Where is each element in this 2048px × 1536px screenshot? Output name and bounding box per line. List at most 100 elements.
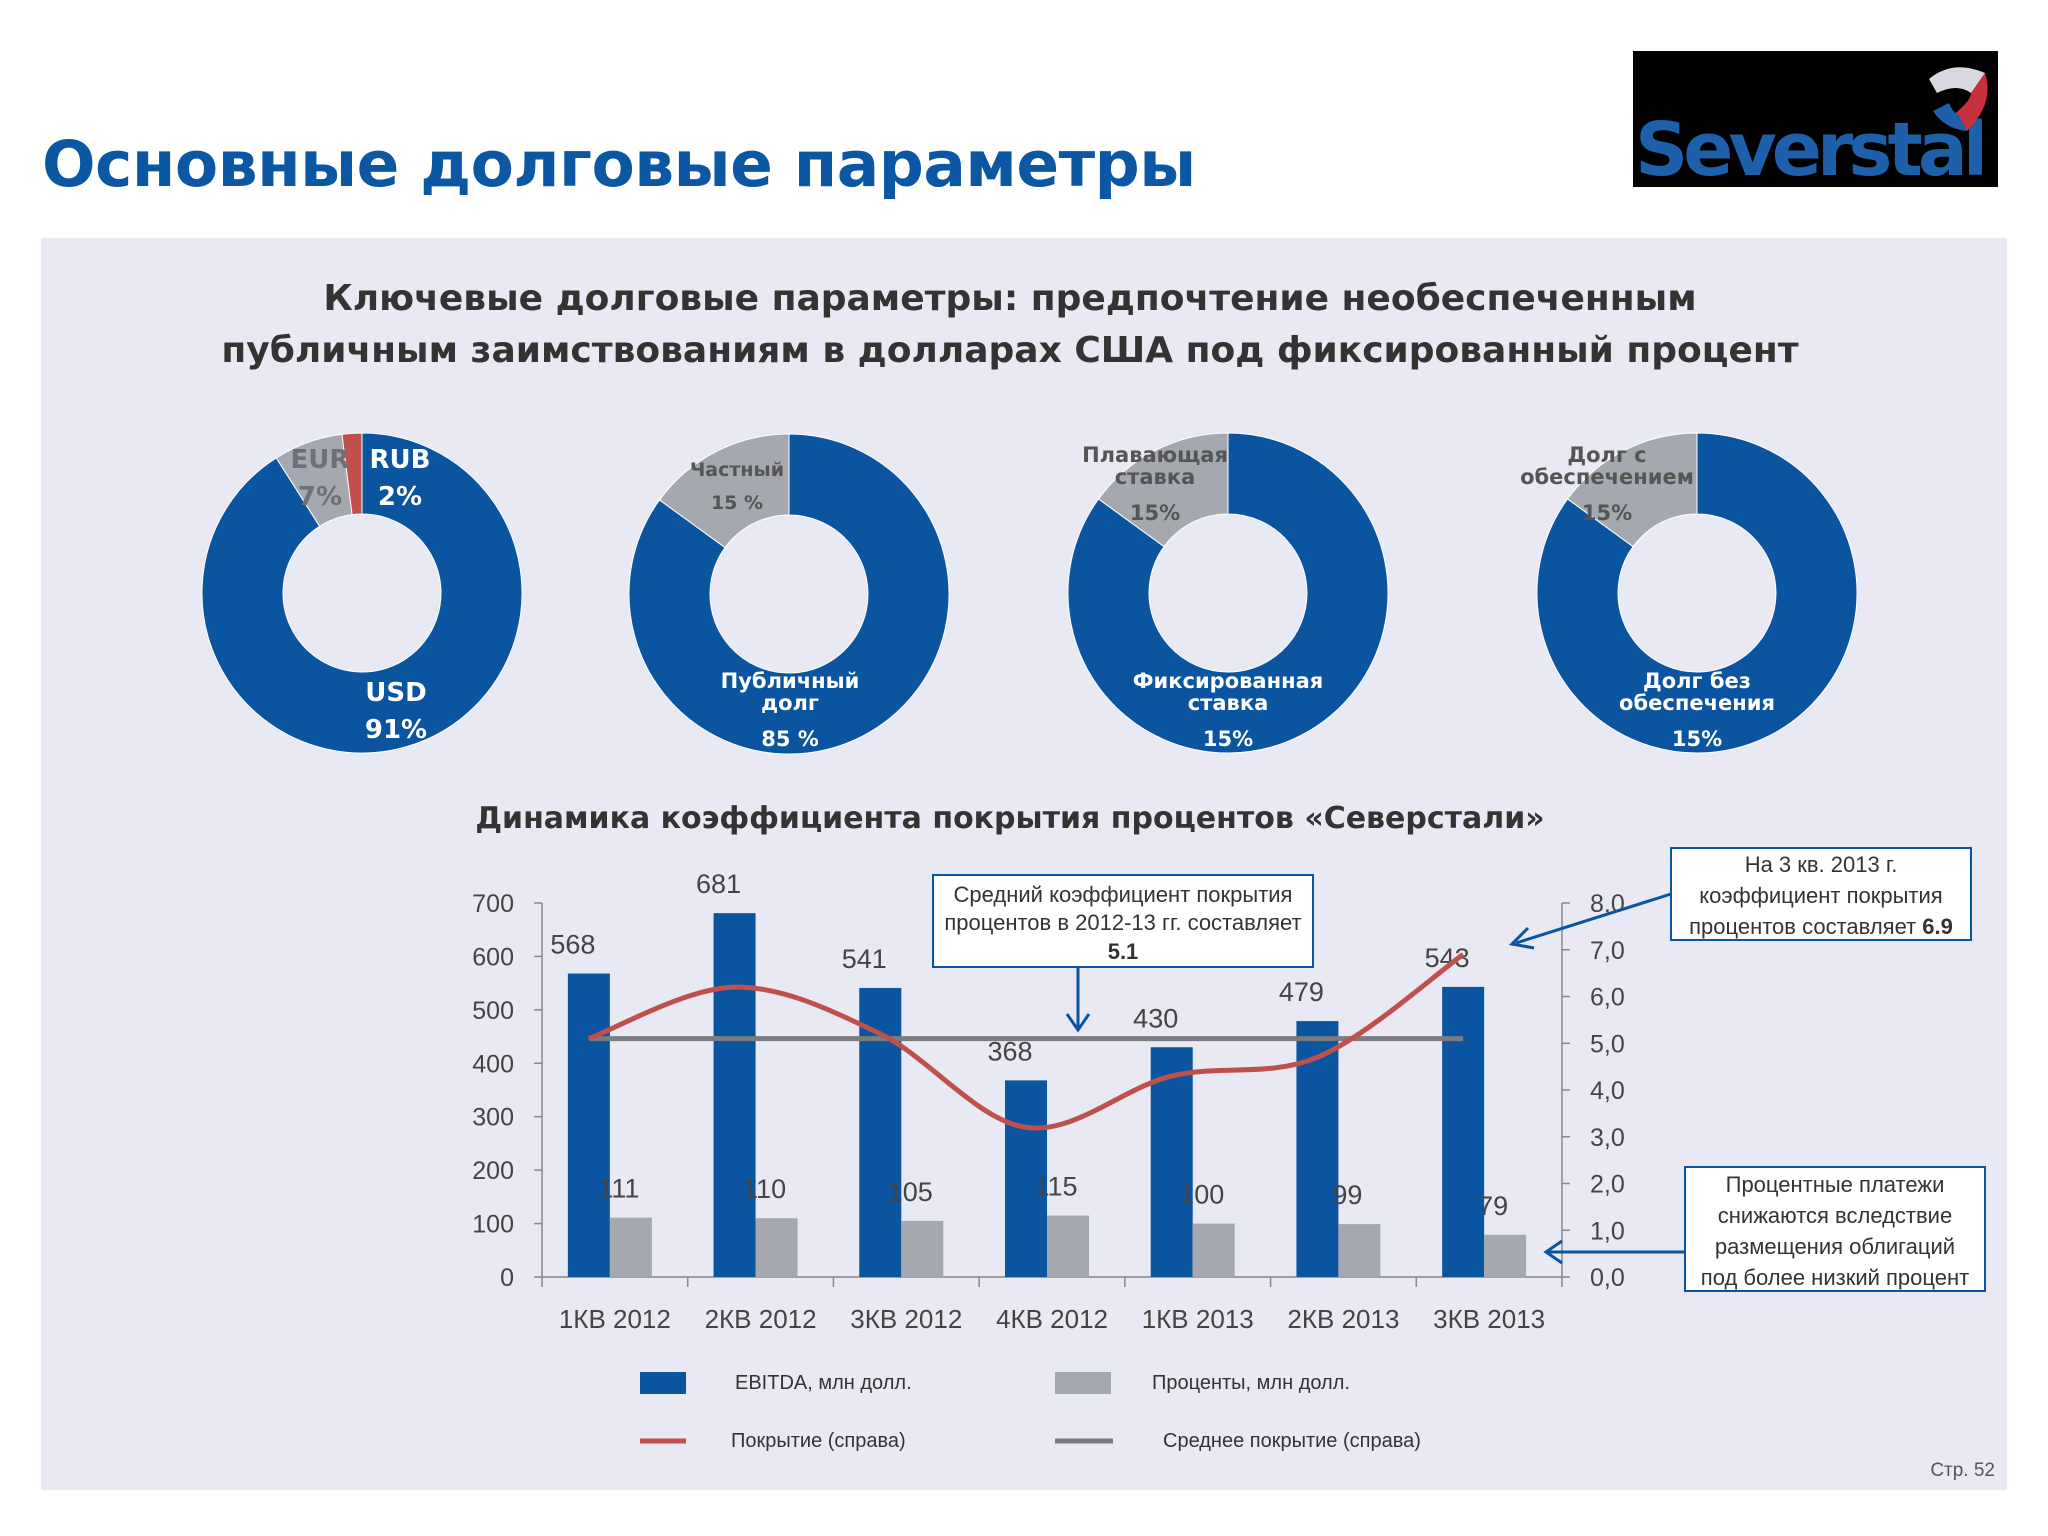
- right-axis-tick-1: 1,0: [1590, 1217, 1625, 1245]
- legend-label-average: Среднее покрытие (справа): [1163, 1430, 1421, 1452]
- donut-1-slice-3: [341, 432, 363, 516]
- interest-label-5: 100: [1179, 1180, 1224, 1210]
- interest-label-2: 110: [743, 1174, 786, 1204]
- legend-label-ebitda: EBITDA, млн долл.: [735, 1372, 912, 1394]
- donut-chart-4: [1536, 432, 1858, 754]
- left-axis-tick-600: 600: [472, 943, 514, 971]
- donut-2-slice-1: [628, 433, 950, 755]
- interest-label-7: 79: [1478, 1191, 1508, 1221]
- donut-3-label-floating-2: ставка: [1115, 465, 1196, 489]
- legend-label-coverage: Покрытие (справа): [731, 1430, 906, 1452]
- right-axis-tick-6: 6,0: [1590, 984, 1625, 1012]
- donut-3-value-floating: 15%: [1130, 501, 1180, 525]
- legend-swatch-interest: [1055, 1372, 1111, 1394]
- right-axis-tick-7: 7,0: [1590, 937, 1625, 965]
- x-axis-label-6: 2КВ 2013: [1287, 1304, 1399, 1334]
- annotation-interest-line-1: Процентные платежи: [1726, 1172, 1945, 1197]
- donut-4-label-secured-1: Долг с: [1567, 443, 1646, 467]
- donut-4-value-unsecured: 15%: [1672, 727, 1722, 751]
- company-logo: Severstal: [1633, 51, 1998, 187]
- chart-legend: EBITDA, млн долл. Проценты, млн долл. По…: [640, 1372, 1421, 1452]
- ebitda-label-5: 430: [1133, 1003, 1178, 1033]
- ebitda-bar-1: [567, 973, 610, 1277]
- x-axis-label-5: 1КВ 2013: [1142, 1304, 1254, 1334]
- x-axis-label-1: 1КВ 2012: [559, 1304, 671, 1334]
- donut-4-label-unsecured-1: Долг без: [1643, 669, 1751, 693]
- right-axis-tick-5: 5,0: [1590, 1030, 1625, 1058]
- donut-2-value-public: 85 %: [761, 727, 819, 751]
- annotation-q3-line-1: На 3 кв. 2013 г.: [1745, 852, 1898, 877]
- donut-1-label-rub: RUB: [370, 445, 431, 475]
- coverage-combo-chart: 0 100 200 300 400 500 600 700 0,0 1,0 2,0 3,0 4,0 5,0…: [472, 869, 1624, 1334]
- page-title: Основные долговые параметры: [42, 128, 1196, 201]
- interest-label-4: 115: [1034, 1172, 1077, 1202]
- left-axis-tick-400: 400: [472, 1050, 514, 1078]
- donut-2-label-public-1: Публичный: [721, 669, 860, 693]
- section-title-line-2: публичным заимствованиям в долларах США …: [221, 330, 1798, 371]
- coverage-line: [588, 952, 1465, 1131]
- donut-3-slice-1: [1067, 432, 1389, 754]
- interest-bar-1: [609, 1217, 652, 1277]
- left-axis-tick-100: 100: [472, 1211, 514, 1239]
- interest-bar-4: [1047, 1215, 1089, 1277]
- interest-bar-7: [1484, 1234, 1527, 1277]
- donut-3-label-fixed-1: Фиксированная: [1133, 669, 1324, 693]
- interest-bar-6: [1338, 1224, 1381, 1277]
- logo-wordmark: Severstal: [1635, 107, 1988, 187]
- interest-bar-5: [1192, 1223, 1235, 1277]
- legend-swatch-ebitda: [640, 1372, 686, 1394]
- donut-1-value-usd: 91%: [365, 715, 427, 745]
- donut-1-label-usd: USD: [365, 678, 426, 708]
- ebitda-bar-4: [1005, 1080, 1047, 1277]
- legend-label-interest: Проценты, млн долл.: [1152, 1372, 1350, 1394]
- annotation-q3-2013-coverage: На 3 кв. 2013 г. коэффициент покрытия пр…: [1508, 847, 1972, 950]
- donut-3-value-fixed: 15%: [1203, 727, 1253, 751]
- right-axis-tick-3: 3,0: [1590, 1124, 1625, 1152]
- page-number: Стр. 52: [1930, 1460, 1995, 1481]
- interest-bar-2: [755, 1218, 798, 1277]
- donut-3-label-floating-1: Плавающая: [1082, 443, 1228, 467]
- x-axis-label-3: 3КВ 2012: [850, 1304, 962, 1334]
- right-axis-tick-4: 4,0: [1590, 1077, 1625, 1105]
- annotation-interest-line-4: под более низкий процент: [1701, 1265, 1969, 1290]
- ebitda-label-6: 479: [1279, 977, 1324, 1007]
- ebitda-label-2: 681: [696, 869, 741, 899]
- annotation-average-line-1: Средний коэффициент покрытия: [954, 882, 1293, 907]
- left-axis-tick-300: 300: [472, 1104, 514, 1132]
- donut-4-slice-2: [1566, 432, 1698, 548]
- left-axis-tick-0: 0: [500, 1264, 514, 1292]
- ebitda-bar-2: [713, 913, 756, 1277]
- annotation-average-line-2: процентов в 2012-13 гг. составляет: [944, 910, 1301, 935]
- interest-label-3: 105: [888, 1177, 933, 1207]
- ebitda-label-1: 568: [550, 930, 595, 960]
- x-axis-label-7: 3КВ 2013: [1433, 1304, 1545, 1334]
- donut-1-value-rub: 2%: [378, 482, 422, 512]
- donut-chart-2: [628, 433, 950, 755]
- section-title-line-1: Ключевые долговые параметры: предпочтени…: [323, 278, 1696, 319]
- right-axis-tick-0: 0,0: [1590, 1264, 1625, 1292]
- interest-label-6: 99: [1332, 1180, 1362, 1210]
- interest-bar-3: [901, 1220, 944, 1277]
- bar-chart-title: Динамика коэффициента покрытия процентов…: [475, 801, 1544, 836]
- annotation-q3-line-2: коэффициент покрытия: [1699, 883, 1942, 908]
- donut-3-slice-2: [1097, 432, 1229, 548]
- donut-3-label-fixed-2: ставка: [1188, 691, 1269, 715]
- ebitda-label-3: 541: [842, 944, 887, 974]
- annotation-interest-line-3: размещения облигаций: [1715, 1234, 1955, 1259]
- annotation-q3-line-3: процентов составляет 6.9: [1689, 914, 1953, 939]
- right-axis-tick-2: 2,0: [1590, 1171, 1625, 1199]
- donut-2-value-private: 15 %: [711, 492, 763, 514]
- ebitda-bar-5: [1150, 1047, 1193, 1277]
- logo-emblem-icon: [1929, 67, 1988, 131]
- donut-charts: EUR 7% RUB 2% USD 91% Частный 15 % Публичныйдолг…: [201, 432, 1858, 755]
- annotation-average-value: 5.1: [1108, 939, 1139, 964]
- donut-1-label-eur: EUR: [291, 445, 350, 475]
- donut-4-label-unsecured-2: обеспечения: [1619, 691, 1775, 715]
- annotation-average-coverage: Средний коэффициент покрытия процентов в…: [932, 874, 1314, 1033]
- ebitda-bar-7: [1442, 986, 1485, 1277]
- donut-1-value-eur: 7%: [298, 482, 342, 512]
- annotation-q3-value: 6.9: [1922, 914, 1953, 939]
- donut-4-slice-1: [1536, 432, 1858, 754]
- x-axis-label-2: 2КВ 2012: [705, 1304, 817, 1334]
- donut-2-label-public-2: долг: [761, 691, 819, 715]
